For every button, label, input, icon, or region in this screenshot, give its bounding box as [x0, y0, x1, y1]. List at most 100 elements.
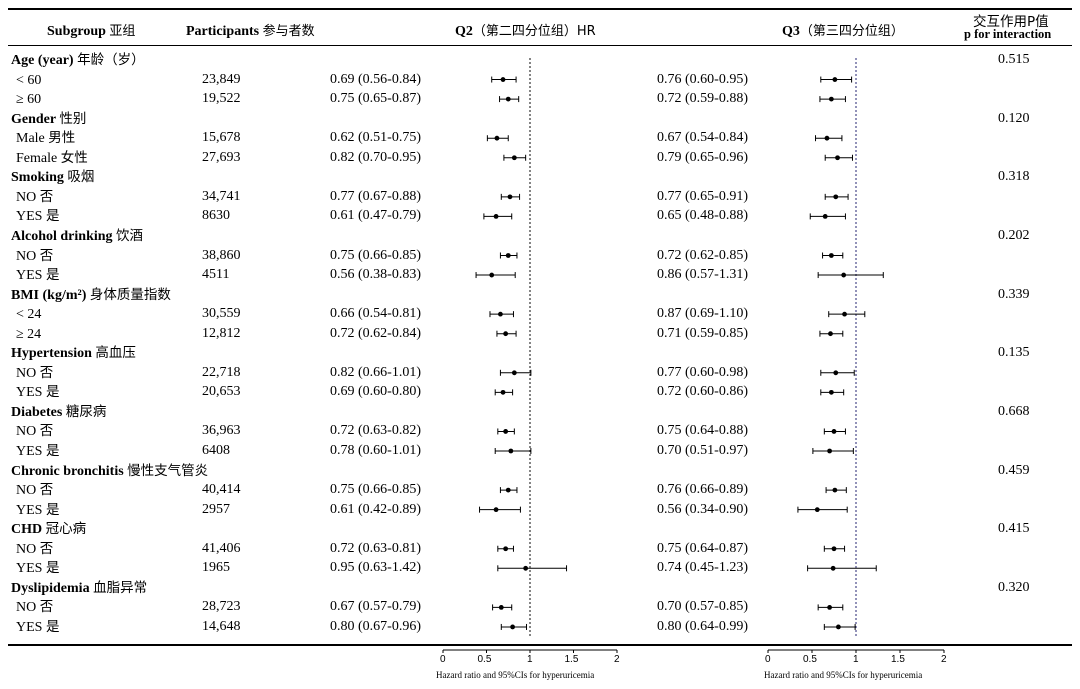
- participants-count: 4511: [202, 267, 230, 283]
- participants-count: 40,414: [202, 482, 241, 498]
- subgroup-label-cn: 是: [45, 618, 60, 635]
- subgroup-label: NO 否: [16, 187, 53, 208]
- subgroup-label-cn: 是: [45, 501, 60, 518]
- group-label-cn: 慢性支气管炎: [127, 462, 209, 479]
- participants-count: 8630: [202, 208, 230, 224]
- q3-hr-ci-text: 0.70 (0.57-0.85): [657, 599, 748, 615]
- hr-point-q3: [824, 135, 830, 141]
- participants-count: 19,522: [202, 91, 241, 107]
- group-label: CHD 冠心病: [11, 519, 86, 540]
- header-q3-en: Q3: [782, 24, 800, 39]
- q3-hr-ci-text: 0.75 (0.64-0.88): [657, 423, 748, 439]
- participants-count: 36,963: [202, 423, 241, 439]
- subgroup-label-cn: 否: [39, 423, 54, 440]
- participants-count: 20,653: [202, 384, 241, 400]
- subgroup-label-en: NO: [16, 541, 37, 557]
- subgroup-label-en: YES: [16, 444, 43, 459]
- group-label-cn: 饮酒: [116, 227, 144, 244]
- hr-point-q2: [489, 272, 495, 278]
- group-label-en: BMI (kg/m²): [11, 287, 87, 303]
- hr-point-q2: [508, 448, 514, 454]
- subgroup-label: YES 是: [16, 558, 59, 579]
- subgroup-label-cn: 女性: [60, 149, 88, 166]
- subgroup-label-cn: 否: [39, 364, 54, 381]
- x-tick-label-q2: 0: [440, 654, 446, 665]
- hr-point-q3: [831, 546, 837, 552]
- hr-point-q2: [498, 605, 504, 610]
- x-tick-label-q3: 0.5: [803, 654, 817, 665]
- x-tick-label-q2: 0.5: [477, 654, 492, 665]
- hr-point-q3: [835, 155, 840, 161]
- subgroup-label: ≥ 60: [16, 89, 41, 110]
- q3-hr-ci-text: 0.79 (0.65-0.96): [657, 149, 748, 165]
- hr-point-q2: [500, 77, 506, 82]
- header-subgroup: Subgroup 亚组: [47, 20, 135, 40]
- subgroup-label-en: NO: [16, 365, 37, 381]
- hr-point-q3: [828, 253, 834, 258]
- subgroup-label-en: ≥ 60: [16, 92, 42, 108]
- q3-hr-ci-text: 0.67 (0.54-0.84): [657, 130, 748, 146]
- bottom-rule: [8, 644, 1072, 646]
- x-tick-label-q3: 2: [941, 654, 947, 665]
- group-label-cn: 血脂异常: [93, 579, 148, 596]
- subgroup-label: NO 否: [16, 246, 53, 267]
- group-label-cn: 身体质量指数: [89, 286, 171, 303]
- participants-count: 38,860: [202, 247, 241, 263]
- hr-point-q2: [505, 96, 511, 102]
- participants-count: 14,648: [202, 618, 241, 634]
- participants-count: 22,718: [202, 364, 241, 380]
- subgroup-label-en: NO: [16, 483, 37, 499]
- p-interaction-value: 0.135: [998, 345, 1030, 361]
- hr-point-q3: [842, 311, 847, 317]
- q2-hr-ci-text: 0.75 (0.66-0.85): [330, 482, 421, 498]
- group-label-en: Smoking: [11, 170, 64, 186]
- x-tick-label-q3: 1.5: [891, 654, 905, 665]
- q2-hr-ci-text: 0.75 (0.66-0.85): [330, 247, 421, 263]
- p-interaction-value: 0.120: [998, 110, 1030, 126]
- subgroup-label-en: YES: [16, 561, 43, 577]
- q3-hr-ci-text: 0.71 (0.59-0.85): [657, 325, 748, 341]
- subgroup-label: YES 是: [16, 206, 59, 227]
- group-label: Gender 性别: [11, 109, 86, 130]
- q2-hr-ci-text: 0.56 (0.38-0.83): [330, 267, 421, 283]
- hr-point-q2: [500, 389, 506, 395]
- q2-hr-ci-text: 0.72 (0.63-0.81): [330, 540, 421, 556]
- x-tick-label-q2: 2: [614, 654, 620, 665]
- q3-hr-ci-text: 0.75 (0.64-0.87): [657, 540, 748, 556]
- q2-hr-ci-text: 0.80 (0.67-0.96): [330, 618, 421, 634]
- group-label: Alcohol drinking 饮酒: [11, 226, 143, 247]
- subgroup-label-en: YES: [16, 209, 43, 225]
- subgroup-label: YES 是: [16, 441, 59, 462]
- q3-hr-ci-text: 0.86 (0.57-1.31): [657, 267, 748, 283]
- header-q3: Q3（第三四分位组）: [782, 20, 904, 40]
- subgroup-label-cn: 是: [45, 443, 60, 459]
- header-subgroup-en: Subgroup: [47, 24, 106, 39]
- q2-hr-ci-text: 0.69 (0.56-0.84): [330, 71, 421, 87]
- x-tick-label-q3: 0: [765, 654, 771, 665]
- hr-point-q2: [503, 546, 509, 552]
- hr-point-q3: [833, 370, 839, 376]
- hr-point-q3: [828, 389, 834, 395]
- q3-hr-ci-text: 0.65 (0.48-0.88): [657, 208, 748, 224]
- participants-count: 2957: [202, 501, 230, 517]
- subgroup-label: NO 否: [16, 539, 53, 560]
- group-label-cn: 高血压: [95, 345, 136, 362]
- subgroup-label-en: NO: [16, 189, 37, 205]
- subgroup-label-cn: 是: [45, 267, 60, 284]
- group-label-en: CHD: [11, 522, 43, 538]
- q2-hr-ci-text: 0.82 (0.70-0.95): [330, 149, 421, 165]
- subgroup-label-cn: 否: [39, 599, 54, 616]
- q2-hr-ci-text: 0.62 (0.51-0.75): [330, 130, 421, 146]
- group-label-en: Age (year): [11, 53, 74, 68]
- q2-hr-ci-text: 0.67 (0.57-0.79): [330, 599, 421, 615]
- x-tick-label-q3: 1: [853, 654, 859, 665]
- q3-hr-ci-text: 0.74 (0.45-1.23): [657, 560, 748, 576]
- q3-hr-ci-text: 0.56 (0.34-0.90): [657, 501, 748, 517]
- hr-point-q2: [510, 624, 515, 630]
- group-label-en: Diabetes: [11, 404, 63, 420]
- q2-hr-ci-text: 0.77 (0.67-0.88): [330, 188, 421, 204]
- group-label-cn: 吸烟: [67, 169, 95, 186]
